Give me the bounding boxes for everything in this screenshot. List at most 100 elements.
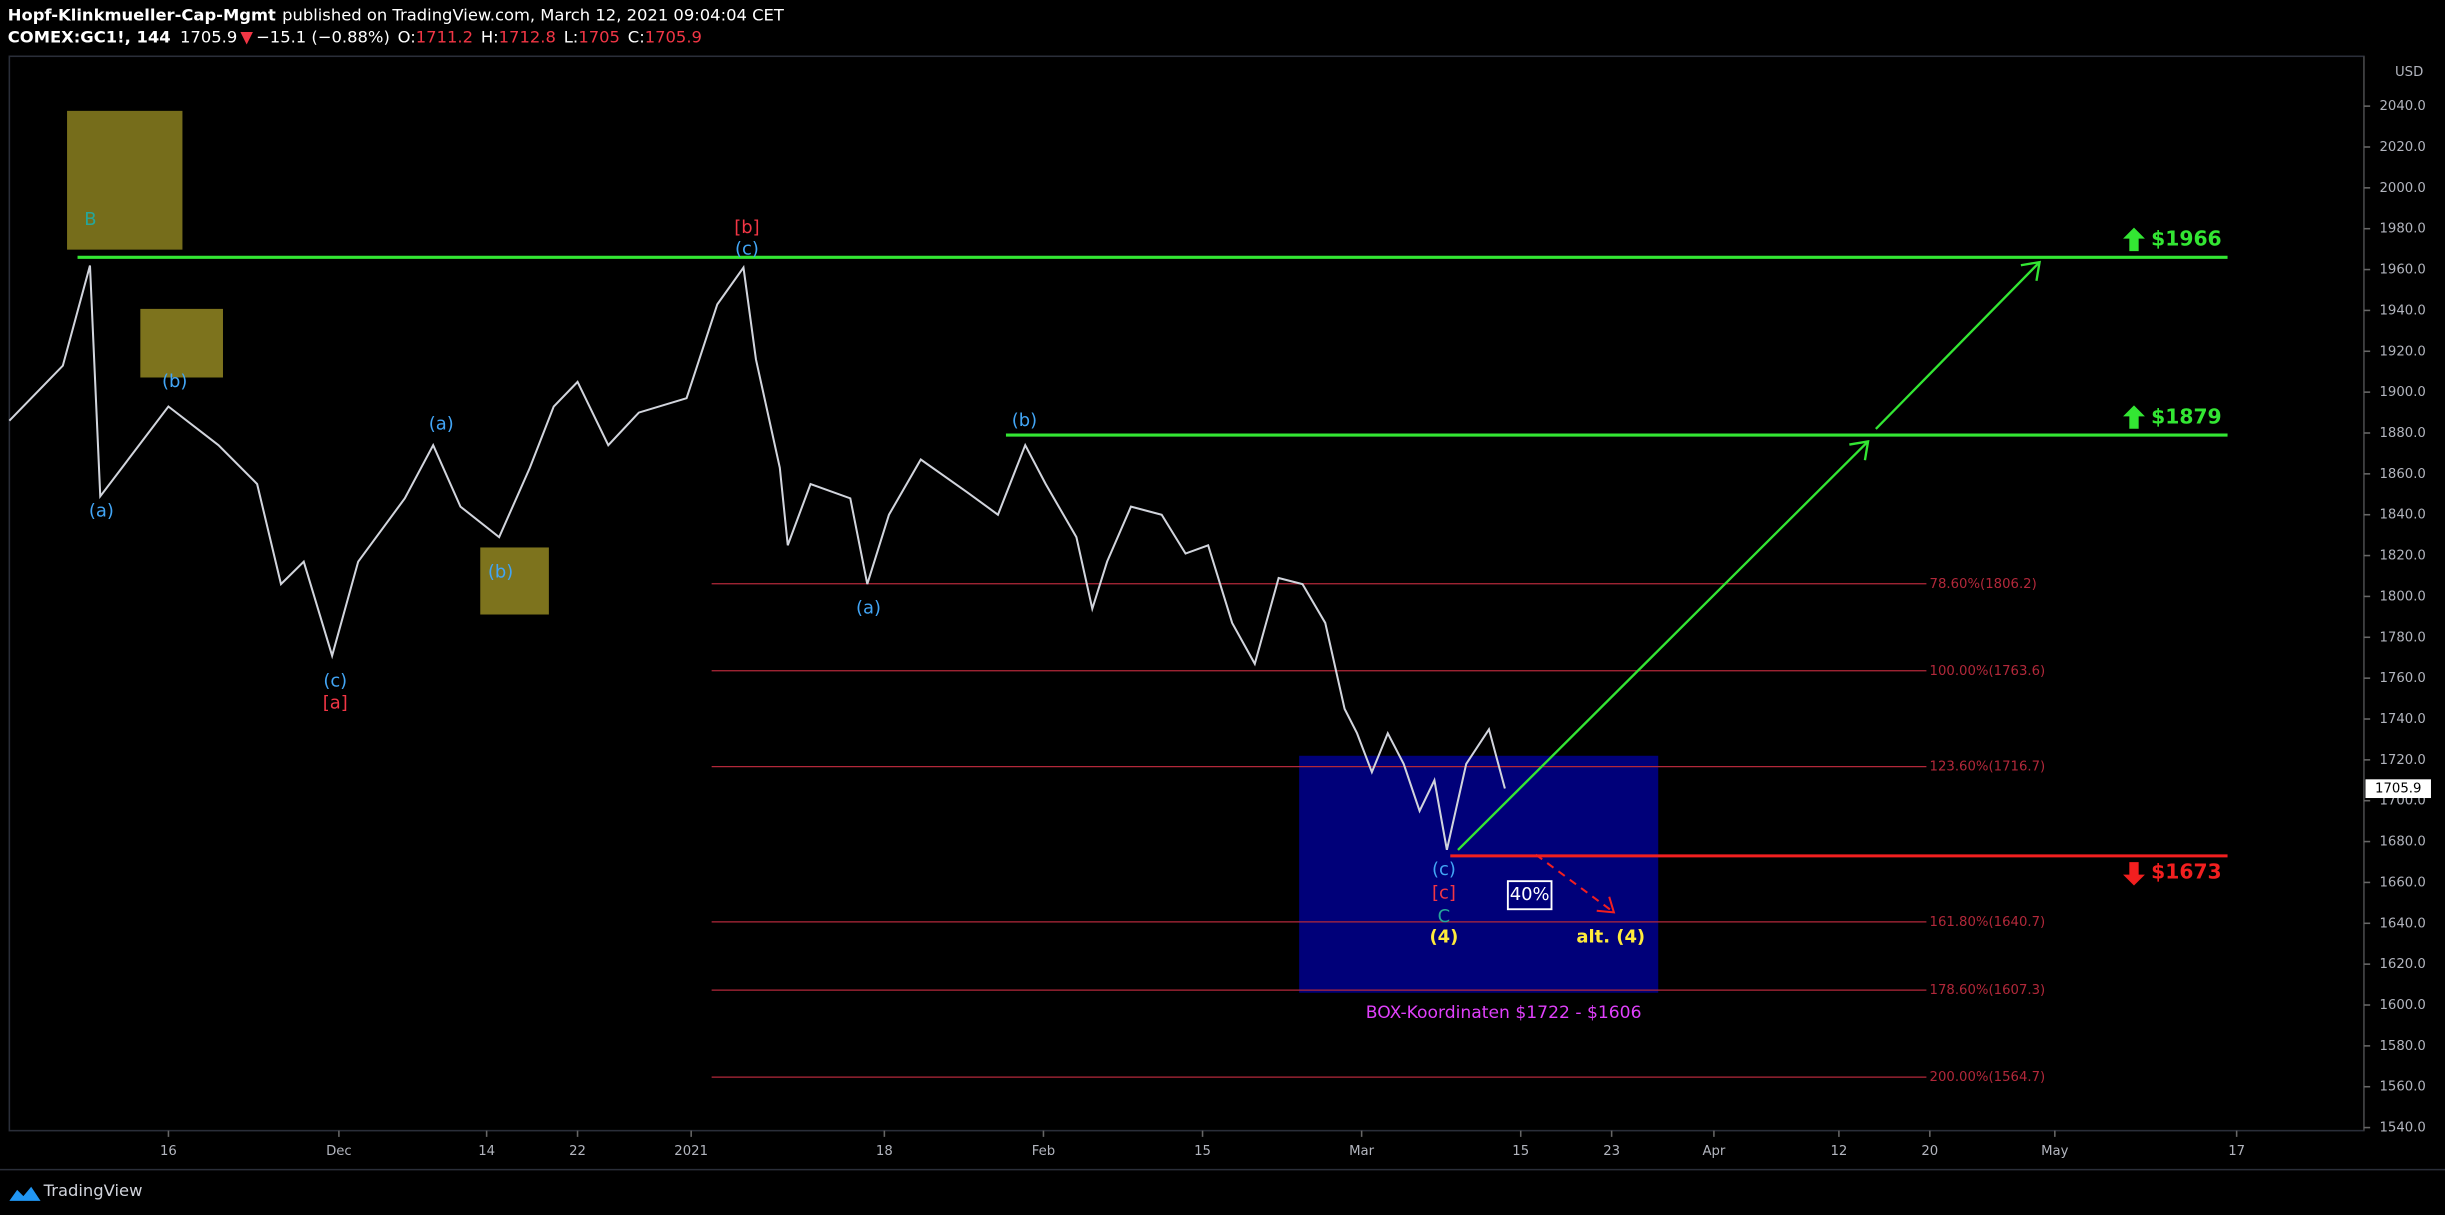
projection-arrow [1457,440,1869,851]
wave-label: (b) [488,561,513,582]
target-box [1299,755,1659,993]
highlight-box [67,110,183,250]
wave-label: [c] [1432,883,1456,904]
highlight-box [140,308,223,378]
x-tick-label: Feb [1032,1144,1055,1159]
y-tick-label: 2020.0 [2380,140,2426,155]
price-line [8,264,1506,851]
y-tick-label: 1620.0 [2380,957,2426,972]
y-tick-label: 1960.0 [2380,263,2426,278]
fib-label: 200.00%(1564.7) [1930,1070,2046,1085]
x-tick-label: 22 [569,1144,586,1159]
level-arrow [2123,405,2145,429]
y-tick-label: 1980.0 [2380,222,2426,237]
x-tick-label: 17 [2228,1144,2245,1159]
ohlc-label: O: [398,27,416,46]
brand-logo [9,1186,41,1201]
arrow-head [1849,440,1870,461]
ohlc-value: 1712.8 [499,27,556,46]
ohlc-label: H: [481,27,499,46]
x-tick-label: Apr [1702,1144,1725,1159]
wave-label: (a) [89,501,114,522]
arrow-head [1596,896,1616,914]
wave-label: [b] [734,217,759,238]
y-tick-label: 1860.0 [2380,467,2426,482]
arrow-head [2020,260,2042,282]
wave-label: (c) [1432,859,1456,880]
y-tick-label: 1560.0 [2380,1080,2426,1095]
symbol-line: COMEX:GC1!, 144 1705.9 ▼ −15.1 (−0.88%) O:17… [8,27,702,46]
y-tick-label: 1800.0 [2380,589,2426,604]
y-tick-label: 1600.0 [2380,998,2426,1013]
wave-label: (a) [856,597,881,618]
x-tick-label: 12 [1830,1144,1847,1159]
x-tick-label: 20 [1921,1144,1938,1159]
fib-label: 178.60%(1607.3) [1930,983,2046,998]
ohlc-value: 1705.9 [645,27,702,46]
header-line: Hopf-Klinkmueller-Cap-Mgmt published on T… [8,5,785,24]
symbol: COMEX:GC1!, 144 [8,27,171,46]
x-tick-label: 2021 [674,1144,708,1159]
author: Hopf-Klinkmueller-Cap-Mgmt [8,5,276,24]
wave-label: [a] [323,692,348,713]
last: 1705.9 [180,27,237,46]
level-label: $1879 [2151,404,2222,428]
y-tick-label: 1820.0 [2380,549,2426,564]
x-tick-label: Dec [326,1144,352,1159]
chart-layer: 1540.0 1560.0 1580.0 1600.0 1620.0 1640.0 1660… [8,65,2431,1159]
change: −15.1 (−0.88%) [256,27,390,46]
y-tick-label: 1880.0 [2380,426,2426,441]
y-tick-label: 1760.0 [2380,671,2426,686]
fib-label: 100.00%(1763.6) [1930,664,2046,679]
y-tick-label: 1740.0 [2380,712,2426,727]
arrow: ▼ [240,27,253,46]
x-tick-label: May [2041,1144,2069,1159]
y-tick-label: 1660.0 [2380,875,2426,890]
x-tick-label: 14 [478,1144,495,1159]
percent-box [1506,880,1553,911]
projection-arrow [1875,261,2041,430]
x-tick-label: 23 [1603,1144,1620,1159]
level-label: $1673 [2151,860,2222,884]
x-tick-label: Mar [1349,1144,1375,1159]
last-price-tag [2365,779,2431,799]
y-tick-label: 1580.0 [2380,1039,2426,1054]
ohlc-value: 1705 [578,27,620,46]
wave-label: (a) [429,413,454,434]
published: published on TradingView.com, March 12, … [282,5,785,24]
alt-arrow [1535,853,1615,914]
fib-label: 123.60%(1716.7) [1930,760,2046,775]
x-tick-label: 16 [160,1144,177,1159]
x-tick-label: 18 [876,1144,893,1159]
box-label: BOX-Koordinaten $1722 - $1606 [1366,1003,1642,1023]
y-tick-label: 1720.0 [2380,753,2426,768]
wave-label: (c) [735,239,759,260]
y-tick-label: 2040.0 [2380,99,2426,114]
y-tick-label: 1640.0 [2380,916,2426,931]
ohlc: O:1711.2 H:1712.8 L:1705 C:1705.9 [398,27,702,46]
currency: USD [2395,65,2423,80]
wave-label: (b) [1012,410,1037,431]
level-label: $1966 [2151,227,2222,251]
x-tick-label: 15 [1512,1144,1529,1159]
wave-label: (c) [323,671,347,692]
level-arrow [2123,227,2145,252]
wave-label: 40% [1510,884,1550,905]
wave-label: C [1438,906,1451,927]
wave-label: (4) [1429,926,1458,947]
wave-label: alt. (4) [1576,926,1645,947]
y-tick-label: 1940.0 [2380,303,2426,318]
ohlc-value: 1711.2 [416,27,473,46]
brand: TradingView [43,1181,143,1200]
ohlc-label: L: [564,27,579,46]
y-tick-label: 2000.0 [2380,181,2426,196]
level-arrow [2123,862,2145,886]
y-tick-label: 1920.0 [2380,344,2426,359]
y-tick-label: 1680.0 [2380,835,2426,850]
last-price-label: 1705.9 [2375,782,2421,797]
y-tick-label: 1780.0 [2380,630,2426,645]
fib-label: 78.60%(1806.2) [1930,577,2037,592]
wave-label: B [84,209,96,230]
x-tick-label: 15 [1194,1144,1211,1159]
